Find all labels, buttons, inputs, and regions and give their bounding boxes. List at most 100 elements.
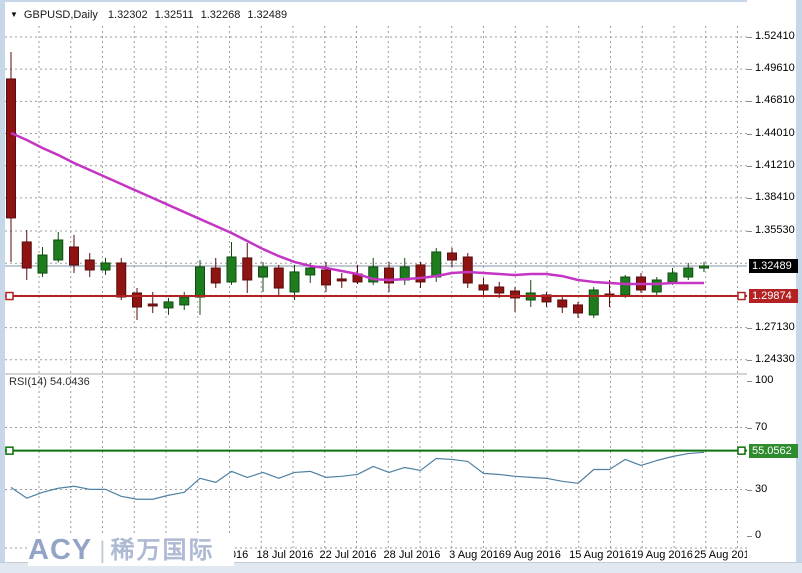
rsi-level-anchor-marker[interactable] <box>5 446 14 455</box>
candle-bear <box>242 257 253 281</box>
axis-tick <box>747 231 752 233</box>
rsi-level-tag: 55.0562 <box>749 443 798 458</box>
candle-bull <box>289 271 300 293</box>
axis-tick <box>747 381 752 382</box>
candle-bull <box>368 266 379 283</box>
candle-bear <box>384 267 394 284</box>
candle-bull <box>305 267 316 276</box>
axis-tick <box>747 327 752 329</box>
time-axis-label: 22 Jul 2016 <box>319 549 377 561</box>
rsi-level-anchor-marker[interactable] <box>737 446 746 455</box>
time-axis-label: 25 Aug 2016 <box>694 549 756 561</box>
candle-bull <box>588 289 599 316</box>
rsi-axis-label: 70 <box>755 420 768 433</box>
candle-bear <box>510 290 520 299</box>
candle-bull <box>651 279 662 293</box>
candle-bear <box>210 267 221 284</box>
candle-bull <box>226 256 237 283</box>
time-axis[interactable]: 2016 18 Jul 2016 22 Jul 2016 28 Jul 2016 3 A… <box>0 546 756 562</box>
candle-bull <box>431 251 442 278</box>
candle-bull <box>53 239 64 261</box>
candle-bear <box>541 294 552 303</box>
candle-bear <box>573 304 583 314</box>
candle-bull <box>100 262 111 271</box>
candle-bull <box>195 266 205 298</box>
candle-bear <box>478 284 489 291</box>
price-axis-label: 1.27130 <box>755 320 795 333</box>
time-axis-label: 18 Jul 2016 <box>256 549 314 561</box>
candle-bear <box>147 303 158 307</box>
window-bottom-edge <box>0 562 802 573</box>
time-axis-label: 15 Aug 2016 <box>569 549 631 561</box>
candle-bull <box>699 265 709 269</box>
candle-bull <box>620 276 631 296</box>
close-value: 1.32489 <box>247 8 288 21</box>
time-axis-label: 28 Jul 2016 <box>383 549 441 561</box>
candle-bear <box>494 286 505 294</box>
candle-bear <box>116 262 127 298</box>
moving-average-line[interactable] <box>10 131 704 286</box>
candle-bull <box>683 267 694 278</box>
candle-bear <box>415 264 426 283</box>
axis-tick <box>747 536 752 537</box>
candle-bear <box>336 278 347 282</box>
price-axis-label: 1.46810 <box>755 94 795 107</box>
axis-tick <box>747 197 752 199</box>
rsi-line <box>10 451 705 500</box>
axis-tick <box>747 133 752 135</box>
candle-bear <box>6 78 16 219</box>
time-axis-label: 19 Aug 2016 <box>631 549 693 561</box>
axis-tick <box>747 69 752 71</box>
price-axis-label: 1.35530 <box>755 224 795 237</box>
price-axis-label: 1.52410 <box>755 30 795 42</box>
time-axis-label: 3 Aug 2016 <box>449 549 505 561</box>
price-axis[interactable]: 1.52410 1.49610 1.46810 1.44010 1.41210 1.384… <box>747 0 798 562</box>
support-line-anchor-marker[interactable] <box>5 291 14 301</box>
chart-ohlc-header: ▼ GBPUSD,Daily 1.32302 1.32511 1.32268 1… <box>10 7 294 22</box>
candle-bear <box>321 269 331 286</box>
axis-tick <box>747 165 752 167</box>
candle-bear <box>132 292 142 308</box>
support-line-price-tag: 1.29874 <box>749 289 798 304</box>
axis-tick <box>747 489 752 491</box>
axis-tick <box>747 101 752 103</box>
axis-tick <box>747 359 752 361</box>
candle-bear <box>273 267 284 289</box>
bid-price-tag: 1.32489 <box>749 258 798 273</box>
window-left-edge <box>0 0 5 563</box>
high-value: 1.32511 <box>154 8 194 21</box>
candle-bull <box>667 272 678 283</box>
rsi-axis-label: 30 <box>755 482 768 495</box>
symbol-dropdown-icon[interactable]: ▼ <box>10 10 18 19</box>
candle-bear <box>21 241 32 269</box>
low-value: 1.32268 <box>200 8 241 21</box>
axis-tick <box>747 427 752 429</box>
open-value: 1.32302 <box>107 8 148 21</box>
price-axis-label: 1.44010 <box>755 126 795 139</box>
acy-logo-chinese-text: 稀万国际 <box>110 536 215 564</box>
candle-bear <box>462 256 473 284</box>
rsi-axis-label: 100 <box>755 374 774 386</box>
candle-bull <box>258 266 268 278</box>
support-line-anchor-marker[interactable] <box>737 291 746 301</box>
rsi-axis-label: 0 <box>755 529 762 541</box>
price-axis-label: 1.49610 <box>755 62 795 75</box>
candlestick-series <box>6 51 709 320</box>
time-axis-label: 9 Aug 2016 <box>505 549 561 561</box>
window-right-edge <box>796 0 802 563</box>
candle-bull <box>37 254 48 274</box>
candle-bear <box>69 246 79 266</box>
axis-tick <box>747 37 752 38</box>
window-top-edge <box>0 0 802 2</box>
price-axis-label: 1.41210 <box>755 158 795 171</box>
price-axis-label: 1.38410 <box>755 190 795 203</box>
candle-bull <box>179 296 190 306</box>
candle-bear <box>557 299 568 308</box>
acy-logo-text: ACY <box>28 534 93 566</box>
acy-logo: ACY | 稀万国际 <box>28 535 234 566</box>
candle-bull <box>163 301 174 309</box>
rsi-indicator-label: RSI(14) 54.0436 <box>9 376 90 388</box>
candle-bear <box>84 259 95 271</box>
